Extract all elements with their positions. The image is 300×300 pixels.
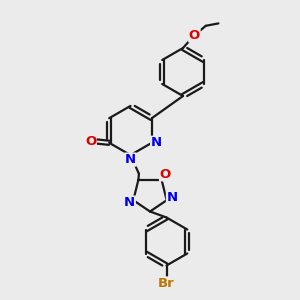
- Text: N: N: [124, 196, 135, 209]
- Text: O: O: [85, 135, 96, 148]
- Text: N: N: [167, 191, 178, 204]
- Text: N: N: [125, 153, 136, 166]
- Text: O: O: [160, 168, 171, 181]
- Text: Br: Br: [158, 277, 175, 290]
- Text: O: O: [189, 29, 200, 42]
- Text: N: N: [151, 136, 162, 149]
